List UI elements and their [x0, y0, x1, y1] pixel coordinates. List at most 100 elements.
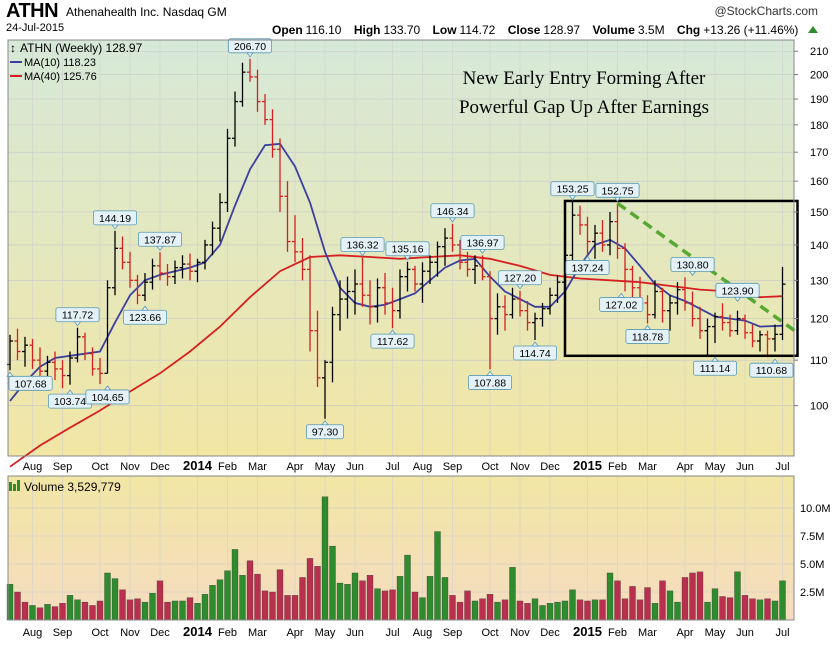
price-bar [187, 253, 193, 281]
volume-bar [591, 599, 599, 621]
open-label: Open [272, 23, 303, 37]
price-bar [659, 287, 666, 323]
price-callout: 103.74 [48, 389, 93, 409]
volume-bar [674, 601, 681, 621]
volume-bar [321, 496, 329, 621]
price-bar [142, 273, 148, 301]
price-callout-label: 123.66 [129, 312, 161, 324]
volume-icon-bar [17, 480, 20, 491]
volume-bar [644, 587, 651, 621]
price-callout-pointer [568, 195, 577, 201]
volume-bar [119, 589, 126, 621]
volume-bar [209, 585, 216, 621]
ma40-line [9, 254, 783, 468]
price-bar [614, 203, 621, 259]
x-tick-label-price: May [705, 461, 726, 473]
price-callout: 111.14 [693, 356, 738, 376]
price-bar [577, 205, 583, 235]
price-callout-label: 136.97 [466, 237, 498, 249]
x-tick-label-volume: Nov [120, 627, 140, 639]
price-callout: 137.24 [565, 255, 610, 275]
price-bar [412, 265, 418, 292]
volume-bar [104, 572, 111, 621]
price-callout-pointer [403, 255, 412, 261]
volume-bar [561, 600, 569, 621]
volume-bar [186, 597, 194, 621]
price-callout-pointer [156, 245, 164, 251]
volume-bar [494, 601, 501, 621]
price-callout-pointer [448, 217, 457, 223]
volume-bar [516, 600, 524, 621]
price-callout: 153.25 [550, 181, 595, 201]
high-value: 133.70 [383, 23, 421, 37]
volume-bar [66, 595, 74, 621]
price-callout-pointer [613, 196, 622, 202]
volume-bar [164, 601, 171, 621]
consolidation-box [563, 199, 799, 358]
price-bar [74, 327, 81, 363]
price-tick-label: 100 [810, 401, 828, 413]
price-callout-label: 135.16 [391, 244, 423, 256]
price-tick-label: 120 [810, 314, 828, 326]
x-tick-label-volume: Aug [23, 627, 43, 639]
price-bar [772, 324, 778, 352]
volume-bar [269, 591, 276, 621]
price-bar [37, 347, 43, 378]
volume-bar [501, 599, 509, 621]
price-bar [704, 318, 711, 356]
volume-bar [726, 597, 734, 621]
price-callout-label: 97.30 [312, 427, 338, 439]
volume-bar [471, 600, 479, 621]
price-callout-pointer [583, 255, 592, 261]
price-callout-box [749, 362, 794, 378]
price-callout: 135.16 [385, 241, 430, 261]
volume-tick-label: 10.0M [800, 503, 831, 515]
volume-bar [231, 549, 239, 621]
company-name: Athenahealth Inc. Nasdaq GM [66, 5, 227, 19]
price-bar [322, 360, 328, 419]
price-bar [397, 269, 403, 319]
volume-bar [779, 580, 786, 621]
x-tick-label-volume: May [315, 627, 336, 639]
volume-bar [81, 601, 89, 621]
x-tick-label-volume: Apr [676, 627, 693, 639]
change-value: +13.26 (+11.46%) [703, 23, 799, 37]
price-bar [97, 357, 103, 384]
volume-tick-label: 2.5M [800, 587, 824, 599]
volume-bar [359, 580, 366, 621]
x-tick-label-price: Sep [53, 461, 73, 473]
x-tick-label-price: Jun [736, 461, 754, 473]
volume-bar [606, 572, 614, 621]
price-bar [607, 211, 613, 256]
quote-summary: Open 116.10 High 133.70 Low 114.72 Close 128… [272, 23, 798, 37]
price-callout-pointer [66, 389, 74, 395]
annotation-line-1: New Early Entry Forming After [463, 68, 706, 89]
volume-bar [449, 595, 456, 621]
volume-value: 3.5M [637, 23, 665, 37]
x-tick-label-volume: Aug [413, 627, 433, 639]
price-bar [592, 224, 598, 259]
price-callout: 118.78 [625, 324, 670, 344]
price-bar [179, 255, 186, 279]
price-callout-label: 206.70 [234, 41, 266, 53]
x-tick-label-volume: Sep [443, 627, 463, 639]
price-callout-label: 146.34 [436, 206, 468, 218]
x-tick-label-price: Apr [286, 461, 303, 473]
volume-bar [366, 575, 374, 621]
low-label: Low [432, 23, 457, 37]
price-callout-label: 117.62 [377, 336, 408, 348]
price-tick-label: 180 [810, 120, 828, 132]
price-bar [757, 330, 763, 352]
volume-bar [696, 571, 704, 621]
price-bar [29, 338, 36, 369]
price-tick-label: 200 [810, 70, 828, 82]
volume-bar [426, 576, 434, 621]
x-tick-label-price: Feb [608, 461, 627, 473]
price-callout-pointer [643, 324, 652, 330]
price-bar [419, 262, 426, 303]
price-callout-pointer [516, 284, 524, 290]
price-bar [157, 252, 163, 281]
x-tick-label-price: Apr [676, 461, 693, 473]
volume-bar [194, 603, 201, 621]
